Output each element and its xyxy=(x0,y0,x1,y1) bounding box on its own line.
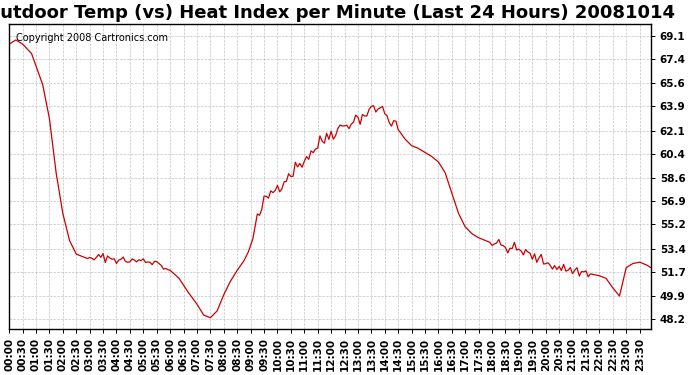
Text: Copyright 2008 Cartronics.com: Copyright 2008 Cartronics.com xyxy=(16,33,168,43)
Title: Outdoor Temp (vs) Heat Index per Minute (Last 24 Hours) 20081014: Outdoor Temp (vs) Heat Index per Minute … xyxy=(0,4,675,22)
